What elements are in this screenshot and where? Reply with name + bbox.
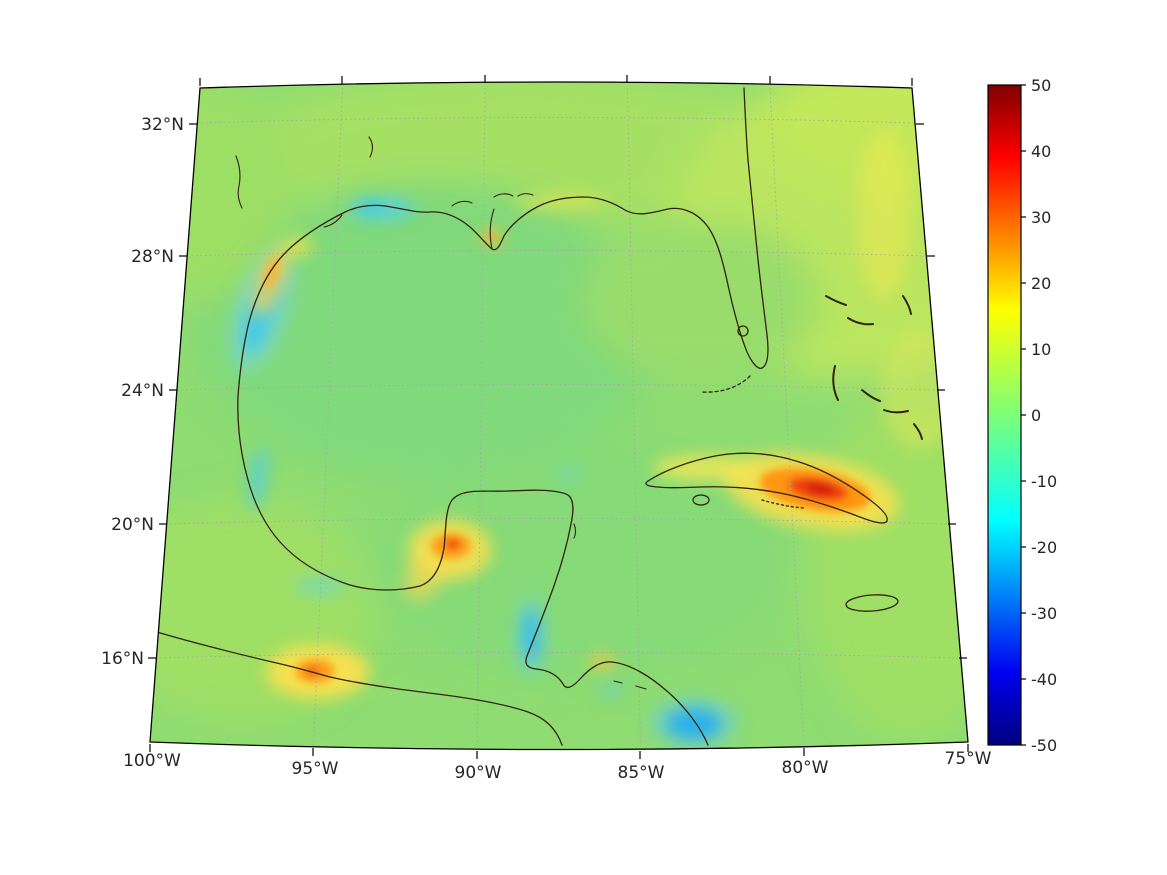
lon-label-90w: 90°W	[455, 763, 502, 783]
lat-label-28n: 28°N	[131, 247, 174, 267]
lat-label-20n: 20°N	[111, 515, 154, 535]
colorbar-label-0: 0	[1031, 406, 1041, 425]
colorbar-labels: 50 40 30 20 10 0 -10 -20 -30 -40 -50	[1031, 76, 1057, 755]
lat-label-32n: 32°N	[141, 115, 184, 135]
graticule-grid	[155, 87, 959, 750]
lon-label-100w: 100°W	[123, 751, 181, 771]
lon-label-95w: 95°W	[292, 759, 339, 779]
colorbar-label-50: 50	[1031, 76, 1051, 95]
colorbar-label-20: 20	[1031, 274, 1051, 293]
map-frame	[149, 81, 969, 751]
lon-label-80w: 80°W	[782, 758, 829, 778]
longitude-labels: 100°W 95°W 90°W 85°W 80°W 75°W	[123, 749, 992, 783]
colorbar-label-30: 30	[1031, 208, 1051, 227]
axis-tick-marks	[148, 75, 969, 759]
colorbar-gradient	[987, 84, 1022, 746]
lon-label-85w: 85°W	[618, 763, 665, 783]
colorbar-tick-marks	[1021, 84, 1026, 746]
latitude-labels: 32°N 28°N 24°N 20°N 16°N	[101, 115, 184, 669]
field-anomalies	[150, 82, 968, 748]
colorbar-label-40: 40	[1031, 142, 1051, 161]
coastlines	[150, 87, 923, 746]
colorbar-label-n30: -30	[1031, 604, 1057, 623]
colorbar-label-n50: -50	[1031, 736, 1057, 755]
map-canvas	[150, 82, 968, 750]
colorbar: 50 40 30 20 10 0 -10 -20 -30 -40 -50	[987, 76, 1057, 755]
colorbar-label-n10: -10	[1031, 472, 1057, 491]
colorbar-label-n40: -40	[1031, 670, 1057, 689]
colorbar-label-10: 10	[1031, 340, 1051, 359]
colorbar-label-n20: -20	[1031, 538, 1057, 557]
lat-label-16n: 16°N	[101, 649, 144, 669]
lon-label-75w: 75°W	[945, 749, 992, 769]
lat-label-24n: 24°N	[121, 381, 164, 401]
